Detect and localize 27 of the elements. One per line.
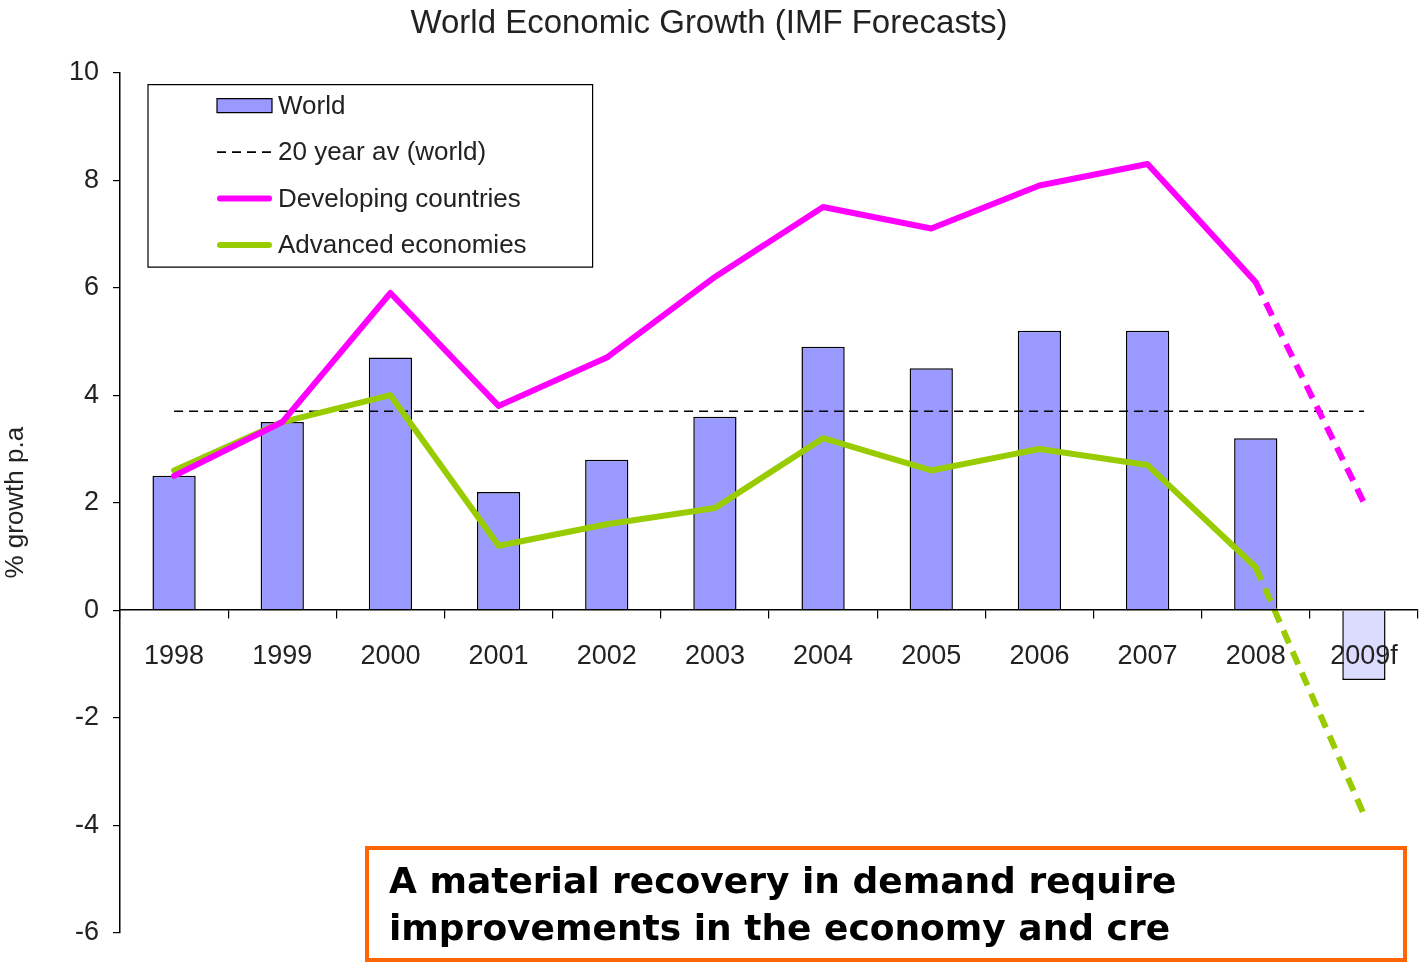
y-tick-label: -4 bbox=[74, 808, 99, 839]
y-tick-label: -2 bbox=[74, 701, 99, 732]
legend-label: World bbox=[278, 89, 346, 120]
x-tick-label: 2007 bbox=[1117, 639, 1178, 670]
legend-label: 20 year av (world) bbox=[278, 136, 487, 167]
y-tick-label: 4 bbox=[83, 378, 99, 409]
y-axis-title: % growth p.a bbox=[0, 426, 29, 579]
x-tick-label: 2005 bbox=[901, 639, 962, 670]
y-tick-label: 8 bbox=[83, 163, 99, 194]
chart-title: World Economic Growth (IMF Forecasts) bbox=[410, 2, 1008, 40]
x-tick-label: 1999 bbox=[252, 639, 313, 670]
x-tick-label: 2003 bbox=[684, 639, 745, 670]
x-tick-label: 2000 bbox=[360, 639, 421, 670]
x-tick-label: 2008 bbox=[1225, 639, 1286, 670]
x-tick-label: 2002 bbox=[576, 639, 637, 670]
x-tick-label: 2006 bbox=[1009, 639, 1070, 670]
y-tick-label: 10 bbox=[68, 56, 99, 87]
x-tick-label: 1998 bbox=[144, 639, 205, 670]
x-tick-label: 2001 bbox=[468, 639, 529, 670]
y-tick-label: -6 bbox=[74, 916, 99, 947]
callout-box: A material recovery in demand require improvements in the economy and cre bbox=[365, 846, 1407, 962]
legend-label: Advanced economies bbox=[278, 229, 527, 260]
x-tick-label: 2004 bbox=[793, 639, 854, 670]
y-tick-label: 2 bbox=[83, 486, 99, 517]
y-tick-label: 6 bbox=[83, 271, 99, 302]
y-tick-label: 0 bbox=[83, 593, 99, 624]
legend-label: Developing countries bbox=[278, 182, 521, 213]
